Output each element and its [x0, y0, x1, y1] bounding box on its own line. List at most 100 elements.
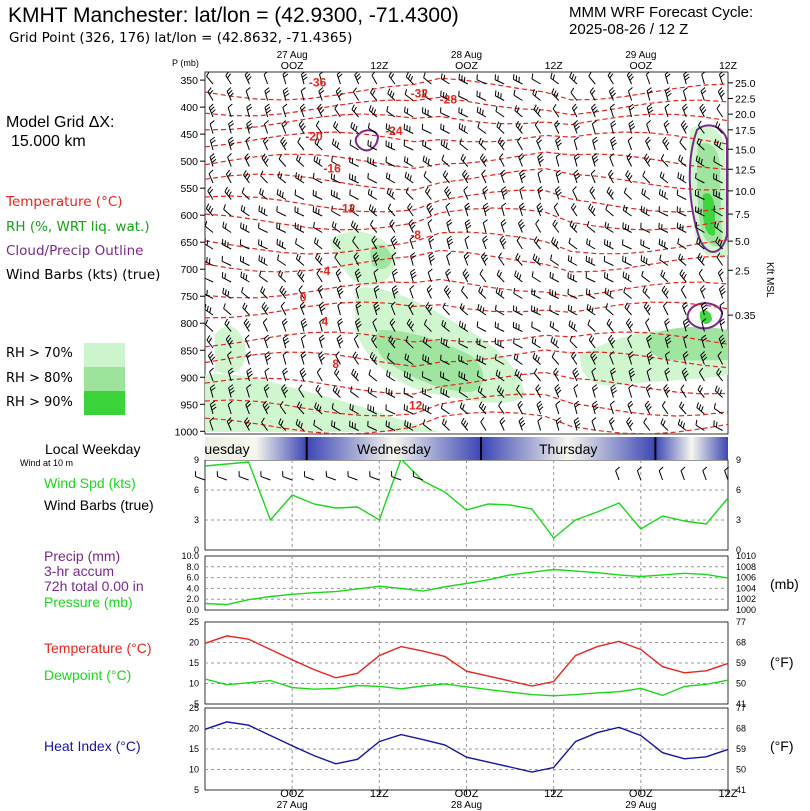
wind-barb [241, 187, 250, 200]
wind-barb [299, 367, 307, 382]
wind-barb [276, 222, 287, 233]
wind-barb [713, 205, 723, 217]
wind-barb [458, 371, 469, 382]
wind-barb [531, 321, 541, 332]
wind-barb [205, 288, 214, 299]
wind-barb [537, 169, 543, 184]
wind-barb [622, 222, 632, 233]
isotherm-line [205, 249, 728, 273]
wind-barb [209, 384, 216, 398]
rh-legend-80: RH > 80% [6, 371, 73, 386]
wind-barb [646, 334, 653, 349]
wind-barb [549, 288, 560, 299]
wind-barb [590, 169, 596, 184]
rh-region [215, 326, 246, 374]
wind-barb [295, 418, 305, 431]
wind-barb [337, 301, 343, 316]
wind-barb [716, 252, 724, 266]
wind-barb [446, 235, 454, 250]
wind-barb [258, 255, 268, 266]
wind-barb [428, 252, 435, 266]
wind-barb [459, 303, 469, 316]
top-hour-label: 12Z [545, 60, 564, 72]
wind-barb [355, 301, 362, 316]
left-tick-label: 20 [189, 724, 199, 734]
wind-barb [498, 252, 505, 266]
wind-barb [658, 206, 669, 217]
wind-barb [373, 285, 380, 299]
wind-barb [276, 206, 287, 217]
wind-barb [512, 305, 523, 316]
weekday-label: uesday [204, 441, 249, 457]
wind-barb [550, 336, 560, 349]
wind-barb [701, 72, 707, 85]
isotherm-line [205, 393, 728, 417]
wind-barb [335, 87, 343, 101]
wind-barb [280, 136, 288, 151]
wind-barb [517, 400, 524, 415]
wind-barb [223, 204, 232, 217]
wind-barb [714, 138, 723, 151]
wind-barb [610, 136, 617, 151]
wind-barb [458, 338, 469, 349]
precip-total-label: 72h total 0.00 in [44, 578, 144, 594]
wind-barb [460, 154, 469, 167]
wind-barb [223, 303, 232, 316]
wind-barb [263, 384, 270, 398]
wind-barb [336, 285, 344, 299]
wind-barb [209, 400, 217, 415]
wind-barb [264, 367, 270, 382]
wind-barb [518, 153, 525, 167]
left-tick-label: 10 [189, 765, 199, 775]
wind-barb [592, 136, 598, 151]
rh-region [703, 193, 715, 236]
wind-barb [572, 186, 578, 200]
wind-barb [551, 88, 560, 101]
wind-barb [569, 72, 578, 85]
wind-barb [604, 287, 614, 299]
wind-barb [714, 385, 723, 398]
top-hour-label: 12Z [719, 60, 738, 72]
wind-barb [368, 105, 378, 118]
wind-barb [699, 285, 706, 299]
wind-barb [205, 220, 214, 233]
wind-barb [573, 400, 580, 415]
wind-barb [603, 239, 614, 250]
wind-barb [478, 401, 487, 415]
wind-barb [263, 334, 270, 349]
wind-barb [277, 171, 287, 184]
pressure-label: Pressure (mb) [44, 594, 133, 610]
wind-barb [645, 72, 651, 85]
weekday-label: Thursday [539, 441, 597, 457]
surface-wind-barb [369, 471, 380, 481]
wind-barb [623, 286, 632, 299]
kft-msl-label: Kft MSL [764, 262, 775, 298]
wind-barb [476, 106, 487, 118]
right-tick-label: 6 [736, 485, 741, 495]
height-tick-label: 12.5 [735, 164, 756, 176]
wind-barb [500, 186, 508, 200]
wind-barb [371, 235, 378, 250]
left-tick-label: 0.0 [186, 605, 199, 615]
wind-barb [354, 268, 362, 283]
wind-barb [513, 89, 523, 101]
wind-barb [440, 354, 450, 365]
wind-barb [349, 139, 359, 151]
wind-barb [713, 173, 723, 184]
wind-barb [537, 186, 544, 200]
left-tick-label: 20 [189, 638, 199, 648]
wind-barb [642, 170, 651, 184]
wind-barb [586, 303, 596, 316]
right-tick-label: 59 [736, 658, 746, 668]
wind-barb [513, 287, 523, 299]
wind-barb [369, 352, 378, 365]
legend-cloud-outline: Cloud/Precip Outline [6, 243, 144, 259]
wind-barb [606, 186, 614, 200]
top-hour-label: OOZ [629, 60, 652, 72]
right-tick-label: 1010 [736, 551, 756, 561]
bottom-hour-label: 12Z [719, 788, 738, 800]
wind-barb [462, 169, 470, 184]
wind-barb [423, 319, 432, 332]
wind-barb [317, 103, 325, 118]
wind-barb [664, 87, 672, 101]
